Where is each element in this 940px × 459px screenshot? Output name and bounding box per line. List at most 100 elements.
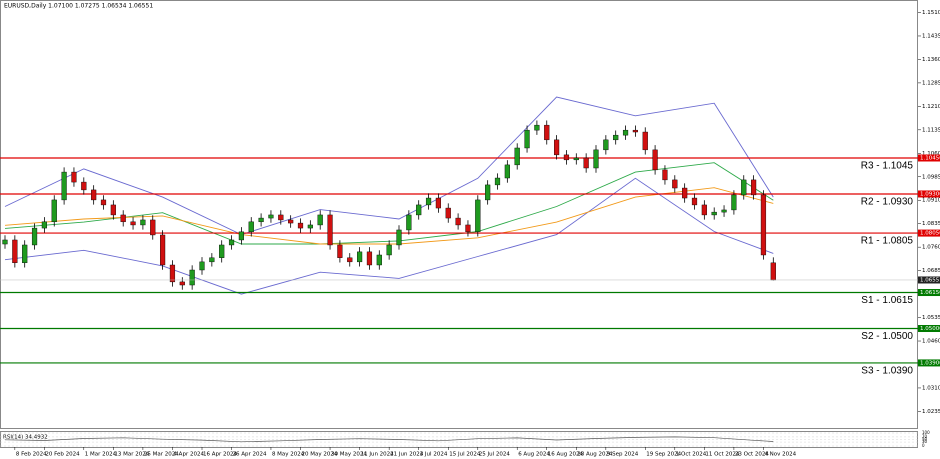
- x-tick-label: 1 Oct 2024: [676, 452, 707, 458]
- y-tick-label: 1.15100: [922, 10, 940, 16]
- candle-body: [140, 219, 146, 226]
- level-label: R3 - 1.1045: [861, 161, 914, 172]
- overlay-line: [4, 96, 774, 236]
- candle-body: [475, 199, 481, 233]
- y-tick-label: 1.13600: [922, 57, 940, 63]
- x-tick-label: 15 Jul 2024: [449, 452, 481, 458]
- x-tick-label: 11 Oct 2024: [705, 452, 740, 458]
- candle-body: [130, 221, 136, 226]
- candle-body: [357, 251, 363, 263]
- level-label: S1 - 1.0615: [861, 295, 913, 306]
- x-tick-label: 11 Jun 2024: [361, 452, 395, 458]
- candle-body: [583, 157, 589, 169]
- candle-body: [435, 197, 442, 209]
- y-tick-label: 1.05350: [922, 315, 940, 321]
- level-axis-box: [918, 289, 940, 297]
- candle-body: [228, 239, 235, 246]
- candle-body: [406, 214, 412, 231]
- candle-body: [41, 221, 48, 229]
- y-tick-label: 1.12100: [922, 104, 940, 110]
- candle-body: [751, 179, 757, 196]
- x-tick-label: 8 Feb 2024: [16, 452, 47, 458]
- candle-body: [642, 131, 648, 151]
- candle-body: [386, 244, 392, 256]
- rsi-tick-label: 0: [922, 443, 925, 448]
- x-tick-label: 26 Apr 2024: [233, 452, 268, 458]
- candle-body: [61, 171, 67, 201]
- candle-body: [682, 187, 688, 199]
- rsi-line: [4, 436, 774, 443]
- candle-body: [662, 169, 668, 181]
- y-tick-label: 1.10600: [922, 151, 940, 157]
- x-tick-label: 6 Aug 2024: [518, 452, 550, 458]
- candle-body: [288, 219, 294, 224]
- y-tick-label: 1.07600: [922, 245, 940, 251]
- rsi-tick-label: 30: [922, 439, 928, 444]
- rsi-tick-label: 70: [922, 434, 928, 439]
- level-axis-label: 1.08050: [920, 231, 940, 237]
- level-axis-label: 1.03900: [920, 360, 940, 366]
- candle-body: [622, 129, 629, 136]
- x-tick-label: 3 Jul 2024: [420, 452, 448, 458]
- candle-body: [485, 184, 491, 201]
- level-axis-box: [918, 190, 940, 198]
- candle-body: [297, 222, 304, 229]
- candle-body: [652, 149, 658, 171]
- candle-body: [347, 257, 353, 263]
- x-tick-label: 19 Sep 2024: [646, 452, 681, 458]
- candle-body: [258, 217, 264, 223]
- candle-body: [219, 244, 225, 258]
- x-tick-label: 21 Jun 2024: [390, 452, 424, 458]
- candle-body: [238, 231, 245, 241]
- x-tick-label: 28 Aug 2024: [577, 452, 613, 458]
- x-tick-label: 20 May 2024: [302, 452, 338, 458]
- candle-body: [672, 179, 678, 189]
- candle-body: [209, 257, 215, 263]
- candle-body: [514, 147, 520, 166]
- candle-body: [189, 269, 195, 286]
- level-axis-box: [918, 325, 940, 333]
- candle-body: [327, 214, 333, 246]
- overlay-line: [4, 187, 774, 245]
- last-price-label: 1.06551: [920, 277, 940, 283]
- candle-body: [455, 217, 461, 226]
- candle-body: [51, 199, 57, 223]
- candle-body: [248, 221, 254, 233]
- candle-body: [711, 211, 717, 216]
- level-axis-box: [918, 229, 940, 237]
- candle-body: [396, 229, 402, 246]
- x-tick-label: 4 Apr 2024: [173, 452, 204, 458]
- candle-body: [12, 239, 18, 264]
- x-tick-label: 4 Nov 2024: [764, 452, 796, 458]
- candle-body: [337, 244, 343, 258]
- candle-body: [376, 254, 382, 266]
- level-label: R1 - 1.0805: [861, 236, 914, 247]
- x-tick-label: 13 Mar 2024: [114, 452, 149, 458]
- x-tick-label: 20 Feb 2024: [45, 452, 80, 458]
- y-tick-label: 1.09850: [922, 174, 940, 180]
- level-axis-box: [918, 359, 940, 367]
- candle-body: [120, 214, 126, 223]
- level-label: R2 - 1.0930: [861, 197, 914, 208]
- level-axis-box: [918, 154, 940, 162]
- y-tick-label: 1.11350: [922, 127, 940, 133]
- price-panel-frame: [0, 0, 918, 429]
- candle-body: [613, 134, 619, 141]
- candle-body: [317, 214, 323, 226]
- candle-body: [179, 281, 185, 286]
- x-tick-label: 30 May 2024: [331, 452, 367, 458]
- candle-body: [2, 239, 8, 245]
- candle-body: [307, 224, 313, 229]
- y-tick-label: 1.09100: [922, 198, 940, 204]
- x-tick-label: 8 May 2024: [272, 452, 305, 458]
- y-tick-label: 1.14350: [922, 33, 940, 39]
- y-tick-label: 1.02350: [922, 409, 940, 415]
- candle-body: [544, 124, 550, 141]
- overlay-line: [4, 177, 774, 295]
- candle-body: [268, 214, 274, 219]
- candle-body: [563, 154, 570, 161]
- chart-title: EURUSD,Daily 1.07100 1.07275 1.06534 1.0…: [4, 3, 153, 10]
- x-tick-label: 16 Aug 2024: [548, 452, 584, 458]
- candle-body: [721, 209, 727, 213]
